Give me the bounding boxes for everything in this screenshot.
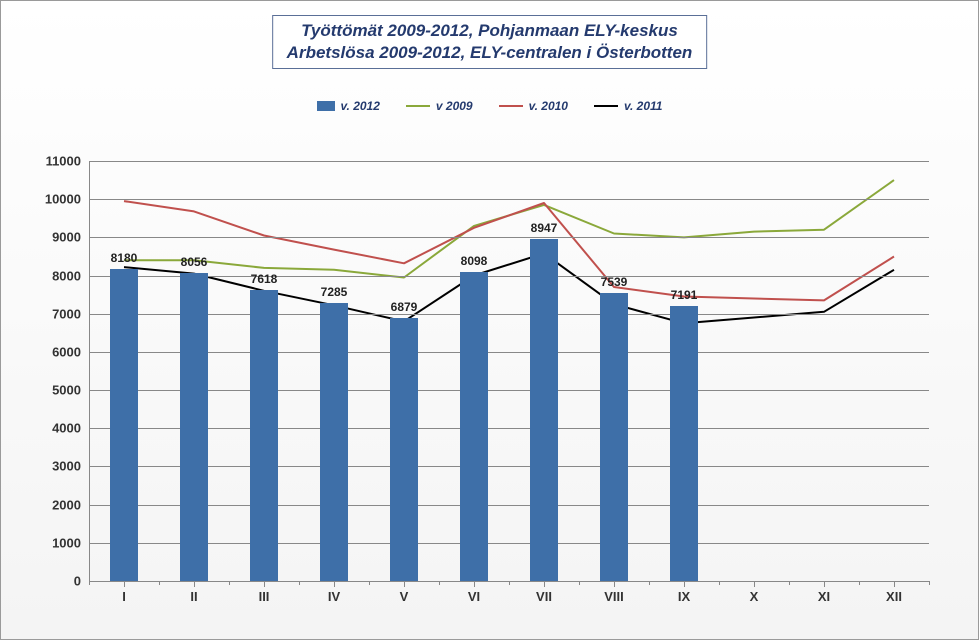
x-tick-minor	[159, 581, 160, 585]
bar-data-label: 7191	[671, 288, 698, 302]
gridline	[89, 428, 929, 429]
bar	[530, 239, 558, 581]
bar-data-label: 7285	[321, 285, 348, 299]
x-tick	[754, 581, 755, 587]
y-tick-label: 4000	[21, 421, 89, 436]
y-tick-label: 3000	[21, 459, 89, 474]
x-tick	[194, 581, 195, 587]
x-tick-minor	[579, 581, 580, 585]
legend-item-2010: v. 2010	[499, 99, 568, 113]
gridline	[89, 352, 929, 353]
y-tick-label: 8000	[21, 268, 89, 283]
legend-label-2009: v 2009	[436, 99, 473, 113]
x-tick	[614, 581, 615, 587]
x-tick-minor	[859, 581, 860, 585]
bar-data-label: 7618	[251, 272, 278, 286]
bar	[110, 269, 138, 581]
x-tick-minor	[789, 581, 790, 585]
x-tick-minor	[229, 581, 230, 585]
gridline	[89, 505, 929, 506]
x-tick-minor	[719, 581, 720, 585]
gridline	[89, 390, 929, 391]
legend-item-2009: v 2009	[406, 99, 473, 113]
x-tick	[474, 581, 475, 587]
plot-area: 0100020003000400050006000700080009000100…	[89, 161, 929, 581]
gridline	[89, 199, 929, 200]
bar-data-label: 8947	[531, 221, 558, 235]
legend-swatch-2011	[594, 105, 618, 107]
y-tick-label: 2000	[21, 497, 89, 512]
y-tick-label: 9000	[21, 230, 89, 245]
y-tick-label: 0	[21, 574, 89, 589]
bar	[320, 303, 348, 581]
x-tick-minor	[649, 581, 650, 585]
bar-data-label: 8180	[111, 251, 138, 265]
bar	[250, 290, 278, 581]
gridline	[89, 161, 929, 162]
bar	[180, 273, 208, 581]
legend-swatch-2009	[406, 105, 430, 107]
x-tick-minor	[439, 581, 440, 585]
bar-data-label: 8056	[181, 255, 208, 269]
chart-legend: v. 2012 v 2009 v. 2010 v. 2011	[1, 99, 978, 113]
gridline	[89, 466, 929, 467]
x-tick	[684, 581, 685, 587]
bar-data-label: 6879	[391, 300, 418, 314]
legend-label-2012: v. 2012	[341, 99, 380, 113]
chart-container: Työttömät 2009-2012, Pohjanmaan ELY-kesk…	[0, 0, 979, 640]
bar	[600, 293, 628, 581]
x-tick	[264, 581, 265, 587]
line-series	[124, 180, 894, 277]
gridline	[89, 314, 929, 315]
legend-swatch-2012	[317, 101, 335, 111]
bar	[460, 272, 488, 581]
y-tick-label: 11000	[21, 154, 89, 169]
bar	[390, 318, 418, 581]
bar-data-label: 8098	[461, 254, 488, 268]
chart-title-line1: Työttömät 2009-2012, Pohjanmaan ELY-kesk…	[287, 20, 693, 42]
line-series-layer	[89, 161, 929, 581]
gridline	[89, 276, 929, 277]
x-tick-minor	[929, 581, 930, 585]
legend-label-2011: v. 2011	[624, 99, 662, 113]
x-tick-minor	[89, 581, 90, 585]
x-tick	[124, 581, 125, 587]
legend-item-2011: v. 2011	[594, 99, 662, 113]
x-tick	[334, 581, 335, 587]
y-tick-label: 10000	[21, 192, 89, 207]
x-tick	[404, 581, 405, 587]
chart-title-line2: Arbetslösa 2009-2012, ELY-centralen i Ös…	[287, 42, 693, 64]
legend-item-2012: v. 2012	[317, 99, 380, 113]
bar	[670, 306, 698, 581]
bar-data-label: 7539	[601, 275, 628, 289]
y-tick-label: 5000	[21, 383, 89, 398]
x-tick-minor	[299, 581, 300, 585]
legend-label-2010: v. 2010	[529, 99, 568, 113]
y-tick-label: 6000	[21, 344, 89, 359]
x-tick	[544, 581, 545, 587]
x-tick	[894, 581, 895, 587]
gridline	[89, 543, 929, 544]
chart-title: Työttömät 2009-2012, Pohjanmaan ELY-kesk…	[272, 15, 708, 69]
x-tick	[824, 581, 825, 587]
y-tick-label: 7000	[21, 306, 89, 321]
y-tick-label: 1000	[21, 535, 89, 550]
x-tick-minor	[369, 581, 370, 585]
legend-swatch-2010	[499, 105, 523, 107]
x-tick-minor	[509, 581, 510, 585]
gridline	[89, 237, 929, 238]
